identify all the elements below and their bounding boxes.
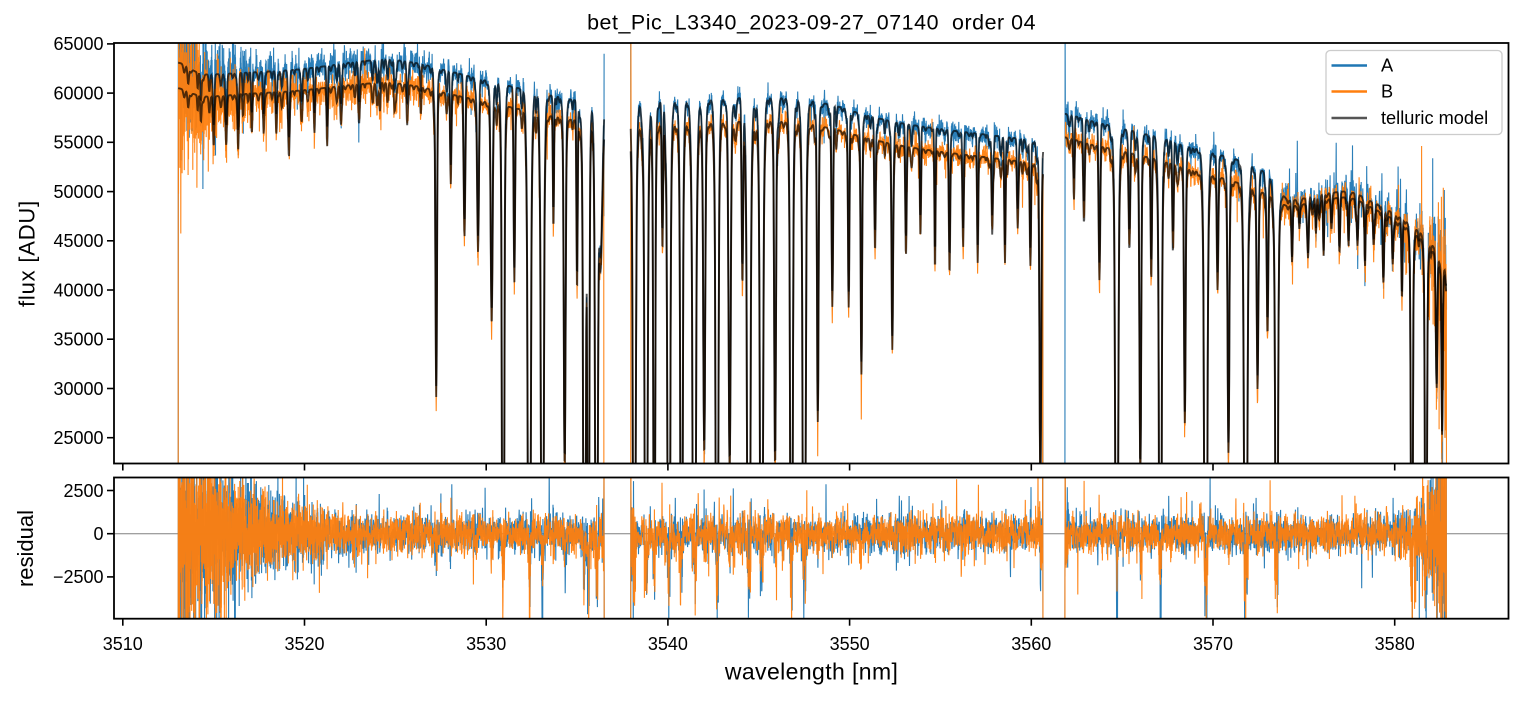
svg-text:45000: 45000 (53, 231, 103, 251)
svg-text:telluric model: telluric model (1381, 108, 1488, 128)
svg-text:3560: 3560 (1011, 634, 1051, 654)
svg-text:A: A (1381, 56, 1394, 76)
svg-text:B: B (1381, 82, 1393, 102)
svg-text:3520: 3520 (284, 634, 324, 654)
svg-text:flux [ADU]: flux [ADU] (15, 200, 40, 307)
svg-text:65000: 65000 (53, 34, 103, 54)
svg-text:0: 0 (93, 524, 103, 544)
svg-text:3570: 3570 (1193, 634, 1233, 654)
svg-text:35000: 35000 (53, 330, 103, 350)
svg-text:30000: 30000 (53, 379, 103, 399)
svg-text:3510: 3510 (103, 634, 143, 654)
svg-text:50000: 50000 (53, 182, 103, 202)
svg-text:60000: 60000 (53, 83, 103, 103)
svg-text:3550: 3550 (830, 634, 870, 654)
svg-text:3580: 3580 (1375, 634, 1415, 654)
svg-text:55000: 55000 (53, 133, 103, 153)
svg-text:2500: 2500 (63, 481, 103, 501)
svg-text:bet_Pic_L3340_2023-09-27_07140: bet_Pic_L3340_2023-09-27_07140 order 04 (587, 11, 1036, 35)
svg-text:residual: residual (13, 510, 38, 587)
svg-text:−2500: −2500 (53, 567, 104, 587)
svg-text:wavelength [nm]: wavelength [nm] (724, 659, 898, 685)
svg-text:3530: 3530 (466, 634, 506, 654)
svg-text:40000: 40000 (53, 280, 103, 300)
svg-text:25000: 25000 (53, 428, 103, 448)
svg-text:3540: 3540 (648, 634, 688, 654)
